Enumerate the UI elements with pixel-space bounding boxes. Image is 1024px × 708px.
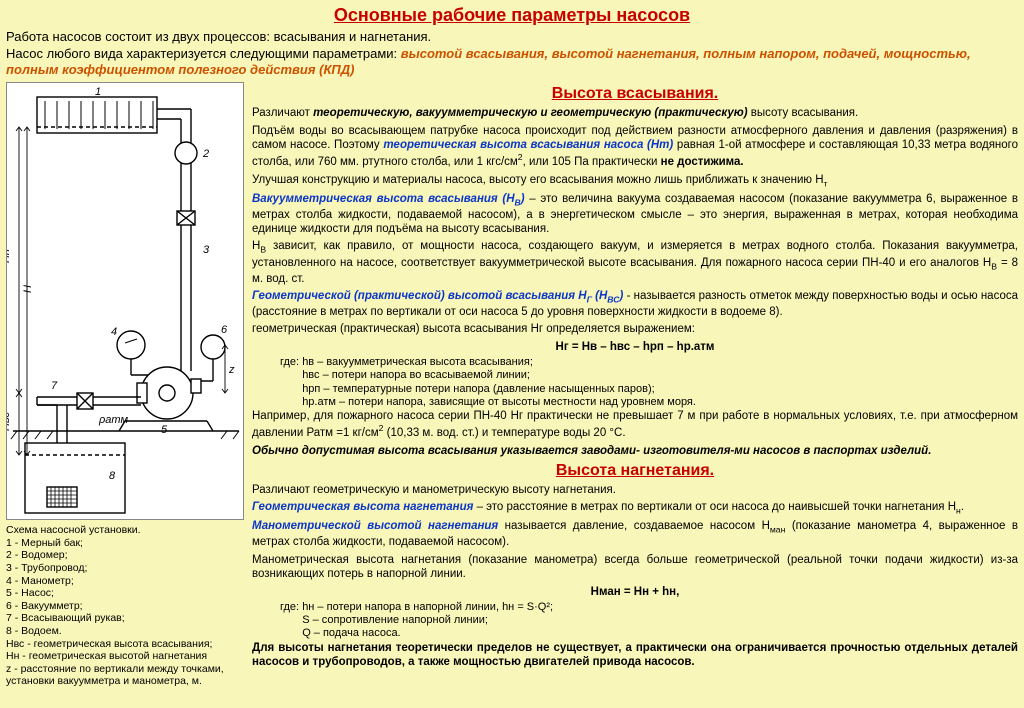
legend-4: 4 - Манометр; xyxy=(6,575,246,588)
t: называется давление, создаваемое насосом… xyxy=(498,520,770,532)
t: высоту всасывания. xyxy=(748,107,859,119)
t: – это расстояние в метрах по вертикали о… xyxy=(473,501,956,513)
where-label: где: xyxy=(280,601,299,613)
w: hр.атм – потери напора, зависящие от выс… xyxy=(302,396,696,408)
t: . xyxy=(961,501,964,513)
svg-text:8: 8 xyxy=(109,470,116,482)
svg-text:H: H xyxy=(22,285,34,293)
t: , или 105 Па практически xyxy=(523,156,661,168)
main-title: Основные рабочие параметры насосов xyxy=(6,4,1018,27)
suction-p2: Подъём воды во всасывающем патрубке насо… xyxy=(252,124,1018,170)
svg-text:5: 5 xyxy=(161,424,168,436)
discharge-p4: Манометрическая высота нагнетания (показ… xyxy=(252,553,1018,582)
t: Геометрической (практической) высотой вс… xyxy=(252,290,623,302)
legend-9: Hвс - геометрическая высота всасывания; xyxy=(6,638,246,651)
legend-7: 7 - Всасывающий рукав; xyxy=(6,612,246,625)
legend-8: 8 - Водоем. xyxy=(6,625,246,638)
schematic-svg: 1 2 3 4 5 6 7 8 Hн H Hвс z ρатм xyxy=(7,83,245,521)
suction-p9: Обычно допустимая высота всасывания указ… xyxy=(252,444,1018,458)
t: не достижима. xyxy=(661,156,744,168)
legend-caption: Схема насосной установки. xyxy=(6,524,246,537)
legend-1: 1 - Мерный бак; xyxy=(6,537,246,550)
intro2-plain: Насос любого вида характеризуется следую… xyxy=(6,46,401,61)
diagram-legend: Схема насосной установки. 1 - Мерный бак… xyxy=(6,524,246,688)
t: Например, для пожарного насоса серии ПН-… xyxy=(252,410,1018,439)
where-block-2: где: hн – потери напора в напорной линии… xyxy=(252,601,1018,641)
formula-1: Hг = Hв – hвс – hрп – hр.атм xyxy=(252,340,1018,354)
t: Улучшая конструкцию и материалы насоса, … xyxy=(252,174,824,186)
t: Различают xyxy=(252,107,313,119)
svg-text:ρатм: ρатм xyxy=(98,414,128,426)
pump-schematic: 1 2 3 4 5 6 7 8 Hн H Hвс z ρатм xyxy=(6,82,244,520)
discharge-p5: Для высоты нагнетания теоретически преде… xyxy=(252,641,1018,670)
legend-5: 5 - Насос; xyxy=(6,587,246,600)
svg-text:Hвс: Hвс xyxy=(7,412,12,431)
t: Геометрической (практической) высотой вс… xyxy=(252,290,587,302)
suction-p7: геометрическая (практическая) высота вса… xyxy=(252,322,1018,336)
legend-2: 2 - Водомер; xyxy=(6,549,246,562)
svg-text:1: 1 xyxy=(95,86,101,98)
t: Вакуумметрическая высота всасывания (H xyxy=(252,193,515,205)
t: теоретическая высота всасывания насоса (… xyxy=(383,139,673,151)
where-label: где: xyxy=(280,356,299,368)
discharge-p2: Геометрическая высота нагнетания – это р… xyxy=(252,500,1018,516)
svg-text:7: 7 xyxy=(51,380,58,392)
legend-3: 3 - Трубопровод; xyxy=(6,562,246,575)
left-column: 1 2 3 4 5 6 7 8 Hн H Hвс z ρатм xyxy=(6,82,246,688)
t: теоретическую, вакуумметрическую и геоме… xyxy=(313,107,748,119)
formula-2: Hман = Hн + hн, xyxy=(252,585,1018,599)
svg-text:z: z xyxy=(228,364,235,376)
intro-line-2: Насос любого вида характеризуется следую… xyxy=(6,46,1018,79)
legend-10: Hн - геометрическая высотой нагнетания xyxy=(6,650,246,663)
w: Q – подача насоса. xyxy=(302,627,400,639)
w: hв – вакуумметрическая высота всасывания… xyxy=(302,356,533,368)
t: Манометрической высотой нагнетания xyxy=(252,520,498,532)
t: (H xyxy=(592,290,607,302)
w: hвс – потери напора во всасываемой линии… xyxy=(302,369,530,381)
svg-text:3: 3 xyxy=(203,244,210,256)
t: (10,33 м. вод. ст.) и температуре воды 2… xyxy=(383,427,625,439)
t: Геометрическая высота нагнетания xyxy=(252,501,473,513)
where-block-1: где: hв – вакуумметрическая высота всасы… xyxy=(252,356,1018,409)
w: hн – потери напора в напорной линии, hн … xyxy=(302,601,553,613)
intro-line-1: Работа насосов состоит из двух процессов… xyxy=(6,29,1018,45)
t: теоретическая высота всасывания насоса (… xyxy=(383,139,673,151)
discharge-heading: Высота нагнетания. xyxy=(252,461,1018,481)
suction-p4: Вакуумметрическая высота всасывания (HВ)… xyxy=(252,192,1018,237)
discharge-p1: Различают геометрическую и манометрическ… xyxy=(252,483,1018,497)
t: зависит, как правило, от мощности насоса… xyxy=(252,240,1018,268)
legend-11: z - расстояние по вертикали между точкам… xyxy=(6,663,246,688)
suction-p3: Улучшая конструкцию и материалы насоса, … xyxy=(252,173,1018,189)
w: S – сопротивление напорной линии; xyxy=(302,614,488,626)
t: ман xyxy=(770,525,785,535)
suction-p6: Геометрической (практической) высотой вс… xyxy=(252,289,1018,319)
page-root: Основные рабочие параметры насосов Работ… xyxy=(0,0,1024,708)
t: ВС xyxy=(607,294,619,304)
two-column-layout: 1 2 3 4 5 6 7 8 Hн H Hвс z ρатм xyxy=(6,82,1018,688)
w: hрп – температурные потери напора (давле… xyxy=(302,383,654,395)
legend-6: 6 - Вакуумметр; xyxy=(6,600,246,613)
svg-text:4: 4 xyxy=(111,326,117,338)
suction-p5: HВ зависит, как правило, от мощности нас… xyxy=(252,239,1018,286)
suction-p1: Различают теоретическую, вакуумметрическ… xyxy=(252,106,1018,120)
svg-text:Hн: Hн xyxy=(7,249,12,263)
svg-text:6: 6 xyxy=(221,324,228,336)
suction-p8: Например, для пожарного насоса серии ПН-… xyxy=(252,409,1018,441)
t: Вакуумметрическая высота всасывания (HВ) xyxy=(252,193,525,205)
right-column: Высота всасывания. Различают теоретическ… xyxy=(252,82,1018,688)
suction-heading: Высота всасывания. xyxy=(252,84,1018,104)
t: т xyxy=(824,178,828,188)
discharge-p3: Манометрической высотой нагнетания назыв… xyxy=(252,519,1018,549)
svg-text:2: 2 xyxy=(202,148,209,160)
